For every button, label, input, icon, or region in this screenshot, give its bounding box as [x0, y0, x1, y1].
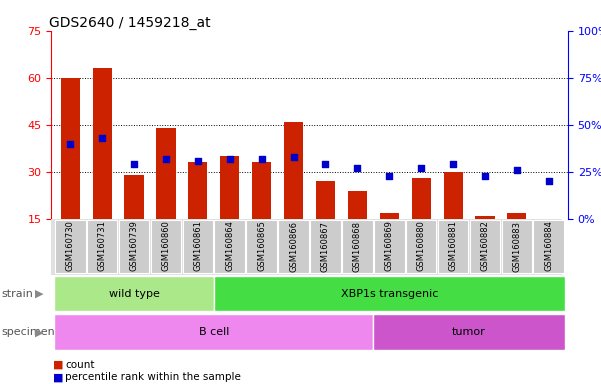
Bar: [412, 178, 431, 219]
Point: [353, 165, 362, 171]
Bar: [93, 68, 112, 219]
Text: XBP1s transgenic: XBP1s transgenic: [341, 289, 438, 299]
Text: GSM160865: GSM160865: [257, 220, 266, 271]
FancyBboxPatch shape: [215, 220, 245, 273]
Text: B cell: B cell: [198, 327, 229, 337]
Text: GSM160867: GSM160867: [321, 220, 330, 271]
FancyBboxPatch shape: [310, 220, 341, 273]
Point: [416, 165, 426, 171]
Bar: [348, 191, 367, 219]
Text: ▶: ▶: [35, 327, 43, 337]
Text: GSM160868: GSM160868: [353, 220, 362, 271]
Text: GSM160869: GSM160869: [385, 220, 394, 271]
Bar: [475, 216, 495, 219]
FancyBboxPatch shape: [406, 220, 436, 273]
Text: tumor: tumor: [452, 327, 486, 337]
Point: [385, 172, 394, 179]
Text: GSM160881: GSM160881: [448, 220, 457, 271]
Text: strain: strain: [1, 289, 33, 299]
Point: [161, 156, 171, 162]
FancyBboxPatch shape: [51, 219, 561, 275]
FancyBboxPatch shape: [54, 314, 373, 350]
Bar: [124, 175, 144, 219]
FancyBboxPatch shape: [438, 220, 468, 273]
FancyBboxPatch shape: [183, 220, 213, 273]
Text: GDS2640 / 1459218_at: GDS2640 / 1459218_at: [49, 16, 210, 30]
Bar: [284, 122, 303, 219]
Bar: [316, 181, 335, 219]
Text: ■: ■: [53, 372, 63, 382]
FancyBboxPatch shape: [55, 220, 85, 273]
FancyBboxPatch shape: [534, 220, 564, 273]
Bar: [444, 172, 463, 219]
Text: ■: ■: [53, 360, 63, 370]
Text: ▶: ▶: [35, 289, 43, 299]
Point: [480, 172, 490, 179]
Bar: [380, 213, 399, 219]
Text: GSM160739: GSM160739: [130, 220, 139, 271]
Point: [225, 156, 234, 162]
Text: count: count: [65, 360, 94, 370]
Point: [288, 154, 298, 160]
FancyBboxPatch shape: [246, 220, 277, 273]
FancyBboxPatch shape: [342, 220, 373, 273]
Text: GSM160866: GSM160866: [289, 220, 298, 271]
FancyBboxPatch shape: [119, 220, 150, 273]
FancyBboxPatch shape: [87, 220, 117, 273]
FancyBboxPatch shape: [502, 220, 532, 273]
Text: GSM160731: GSM160731: [97, 220, 106, 271]
FancyBboxPatch shape: [214, 276, 565, 311]
Text: GSM160730: GSM160730: [66, 220, 75, 271]
Bar: [188, 162, 207, 219]
Point: [97, 135, 107, 141]
Point: [66, 141, 75, 147]
FancyBboxPatch shape: [373, 314, 565, 350]
Bar: [252, 162, 271, 219]
Text: GSM160883: GSM160883: [513, 220, 522, 271]
Bar: [220, 156, 239, 219]
FancyBboxPatch shape: [469, 220, 500, 273]
Text: wild type: wild type: [109, 289, 159, 299]
Point: [448, 161, 458, 167]
FancyBboxPatch shape: [374, 220, 404, 273]
Text: GSM160882: GSM160882: [480, 220, 489, 271]
Point: [512, 167, 522, 173]
FancyBboxPatch shape: [54, 276, 214, 311]
Point: [129, 161, 139, 167]
Point: [193, 157, 203, 164]
Point: [321, 161, 331, 167]
Bar: [156, 128, 175, 219]
Text: GSM160884: GSM160884: [545, 220, 554, 271]
Text: GSM160860: GSM160860: [162, 220, 171, 271]
Text: specimen: specimen: [1, 327, 55, 337]
Point: [257, 156, 266, 162]
Bar: [507, 213, 526, 219]
Text: GSM160861: GSM160861: [194, 220, 203, 271]
Text: GSM160864: GSM160864: [225, 220, 234, 271]
Text: GSM160880: GSM160880: [416, 220, 426, 271]
Text: percentile rank within the sample: percentile rank within the sample: [65, 372, 241, 382]
FancyBboxPatch shape: [151, 220, 182, 273]
FancyBboxPatch shape: [278, 220, 309, 273]
Bar: [61, 78, 80, 219]
Point: [544, 178, 554, 184]
